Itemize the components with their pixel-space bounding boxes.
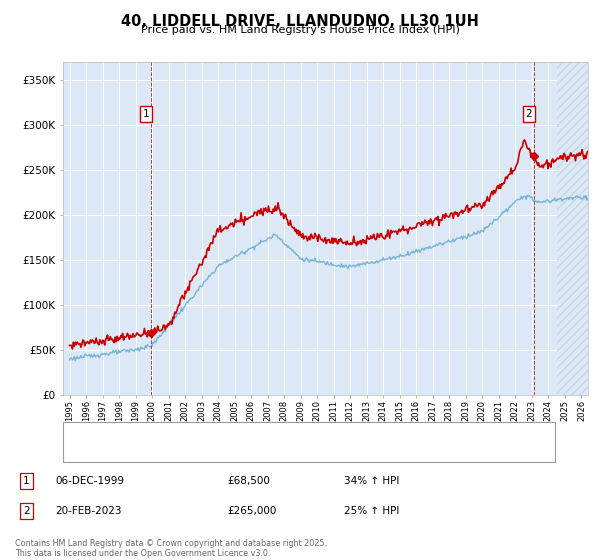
Text: £265,000: £265,000 xyxy=(227,506,277,516)
Text: Contains HM Land Registry data © Crown copyright and database right 2025.
This d: Contains HM Land Registry data © Crown c… xyxy=(15,539,327,558)
Text: 2: 2 xyxy=(23,506,30,516)
Text: 20-FEB-2023: 20-FEB-2023 xyxy=(56,506,122,516)
Text: 06-DEC-1999: 06-DEC-1999 xyxy=(56,475,125,486)
Text: 2: 2 xyxy=(526,109,532,119)
Bar xyxy=(557,62,598,395)
FancyBboxPatch shape xyxy=(63,422,555,462)
Text: 1: 1 xyxy=(143,109,149,119)
Text: 40, LIDDELL DRIVE, LLANDUDNO, LL30 1UH (semi-detached house): 40, LIDDELL DRIVE, LLANDUDNO, LL30 1UH (… xyxy=(103,428,433,438)
Text: 25% ↑ HPI: 25% ↑ HPI xyxy=(344,506,399,516)
Bar xyxy=(557,62,598,395)
Text: 34% ↑ HPI: 34% ↑ HPI xyxy=(344,475,399,486)
Text: £68,500: £68,500 xyxy=(227,475,270,486)
Text: 40, LIDDELL DRIVE, LLANDUDNO, LL30 1UH: 40, LIDDELL DRIVE, LLANDUDNO, LL30 1UH xyxy=(121,14,479,29)
Text: Price paid vs. HM Land Registry's House Price Index (HPI): Price paid vs. HM Land Registry's House … xyxy=(140,25,460,35)
Text: 1: 1 xyxy=(23,475,30,486)
Text: HPI: Average price, semi-detached house, Conwy: HPI: Average price, semi-detached house,… xyxy=(103,447,343,457)
